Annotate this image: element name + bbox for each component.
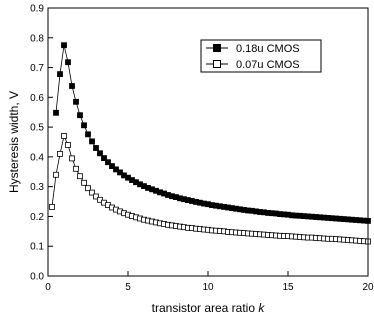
series-1 bbox=[49, 133, 371, 245]
data-point bbox=[117, 169, 123, 176]
data-point bbox=[53, 171, 59, 178]
data-point bbox=[89, 138, 95, 145]
data-point bbox=[53, 109, 59, 116]
data-point bbox=[109, 163, 115, 170]
data-point bbox=[65, 142, 71, 148]
data-point bbox=[81, 122, 87, 129]
legend: 0.18u CMOS 0.07u CMOS bbox=[200, 39, 322, 73]
y-tick-label: 0.7 bbox=[30, 63, 44, 74]
data-point bbox=[93, 145, 99, 151]
data-point bbox=[97, 150, 103, 157]
data-point bbox=[61, 133, 67, 139]
y-tick-label: 0.1 bbox=[30, 242, 44, 253]
data-point bbox=[73, 98, 79, 105]
x-tick-label: 5 bbox=[125, 282, 131, 293]
data-point bbox=[49, 203, 55, 210]
legend-entry-0-07u: 0.07u CMOS bbox=[206, 59, 300, 71]
data-point bbox=[61, 42, 67, 49]
data-point bbox=[65, 59, 71, 66]
data-point bbox=[77, 112, 83, 119]
y-tick-label: 0.9 bbox=[30, 4, 44, 15]
y-tick-label: 0.0 bbox=[30, 272, 44, 283]
series-0 bbox=[53, 42, 371, 224]
data-point bbox=[73, 165, 79, 172]
data-point bbox=[89, 189, 95, 196]
y-tick-label: 0.6 bbox=[30, 93, 44, 104]
x-tick-label: 0 bbox=[45, 282, 51, 293]
data-point bbox=[57, 150, 63, 157]
y-tick-label: 0.3 bbox=[30, 182, 44, 193]
data-point bbox=[69, 155, 75, 162]
data-point bbox=[77, 173, 83, 180]
legend-label: 0.18u CMOS bbox=[236, 43, 300, 55]
legend-entry-0-18u: 0.18u CMOS bbox=[206, 43, 300, 55]
series-marks bbox=[49, 42, 371, 245]
y-tick-label: 0.8 bbox=[30, 33, 44, 44]
y-axis: 0.0 0.1 0.2 0.3 0.4 0.5 0.6 0.7 0.8 0.9 bbox=[30, 4, 53, 283]
y-tick-label: 0.5 bbox=[30, 123, 44, 134]
data-point bbox=[85, 185, 91, 192]
y-tick-label: 0.2 bbox=[30, 212, 44, 223]
data-point bbox=[113, 166, 119, 173]
x-axis: 0 5 10 15 20 bbox=[45, 271, 374, 293]
data-point bbox=[85, 131, 91, 138]
x-tick-label: 15 bbox=[282, 282, 294, 293]
data-point bbox=[69, 83, 75, 89]
y-axis-label: Hysteresis width, V bbox=[7, 91, 21, 193]
data-point bbox=[81, 179, 87, 186]
y-tick-label: 0.4 bbox=[30, 152, 44, 163]
data-point bbox=[57, 71, 63, 77]
x-tick-label: 10 bbox=[202, 282, 214, 293]
data-point bbox=[101, 155, 107, 162]
data-point bbox=[93, 193, 99, 200]
legend-filled-square-icon bbox=[213, 44, 221, 52]
legend-label: 0.07u CMOS bbox=[236, 59, 300, 71]
x-axis-label: transistor area ratio k bbox=[152, 301, 266, 315]
legend-open-square-icon bbox=[213, 60, 221, 68]
data-point bbox=[105, 159, 111, 166]
x-tick-label: 20 bbox=[362, 282, 374, 293]
